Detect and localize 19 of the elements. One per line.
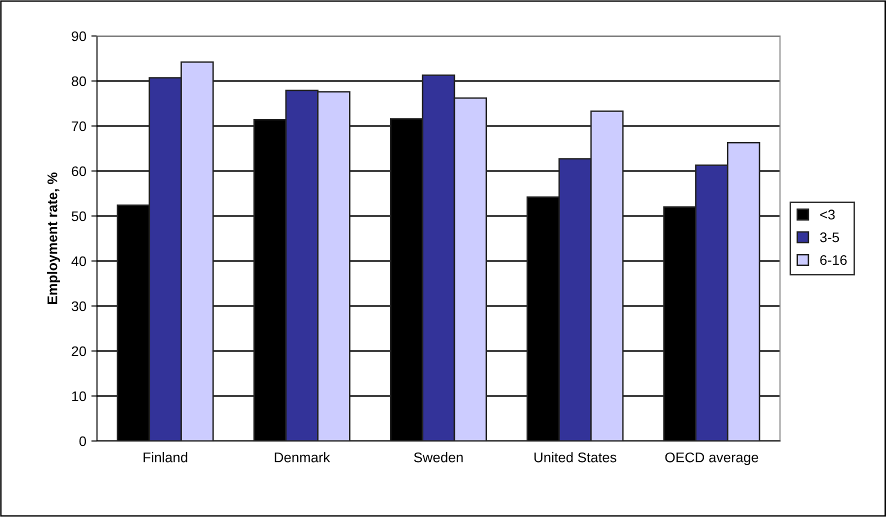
x-tick-label: Denmark [274,452,330,462]
x-tick-label: Sweden [414,452,463,462]
y-tick-label: 70 [72,121,86,132]
legend-label: 3-5 [820,232,840,242]
y-tick-label: 20 [72,346,86,356]
x-tick-label: United States [534,452,616,462]
y-tick-label: 90 [72,31,86,42]
x-tick-label: Finland [144,452,188,462]
y-tick-label: 50 [72,211,86,222]
y-tick-label: 0 [79,436,86,446]
y-tick-label: 80 [72,76,86,86]
y-tick-label: 60 [72,166,86,176]
x-tick-label: OECD average [665,452,758,466]
y-tick-label: 10 [72,391,86,402]
y-tick-label: 40 [71,256,86,266]
y-axis-title: Employment rate, % [47,172,60,304]
legend-label: <3 [820,210,835,220]
y-tick-label: 30 [72,301,86,312]
legend-label: 6-16 [820,255,847,266]
